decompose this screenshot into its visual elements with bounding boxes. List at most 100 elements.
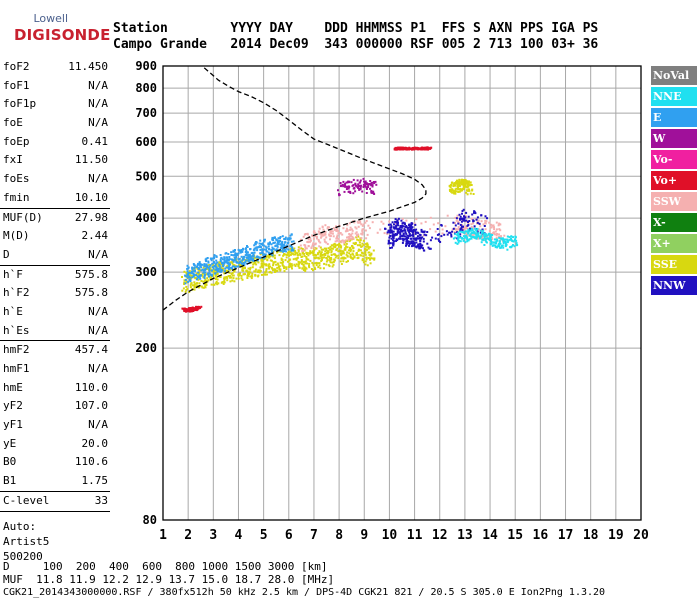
param-row: yE 20.0 bbox=[0, 435, 112, 454]
echo-point bbox=[354, 190, 357, 193]
echo-point bbox=[349, 226, 352, 229]
echo-point bbox=[352, 178, 355, 181]
echo-point bbox=[491, 234, 494, 236]
echo-point bbox=[366, 243, 369, 246]
echo-point bbox=[334, 246, 337, 249]
echo-point bbox=[417, 243, 420, 246]
echo-point bbox=[469, 183, 472, 186]
echo-point bbox=[287, 248, 290, 251]
logo-lowell: Lowell bbox=[33, 12, 68, 25]
echo-point bbox=[489, 234, 492, 237]
echo-point bbox=[399, 237, 402, 240]
echo-point bbox=[461, 217, 464, 220]
param-value: 0.41 bbox=[81, 134, 109, 148]
parameter-panel: foF2 11.450 foF1 N/A foF1p N/A foE N/A foEp 0.41 f… bbox=[0, 58, 112, 565]
echo-point bbox=[320, 248, 323, 251]
echo-point bbox=[307, 245, 310, 248]
echo-point bbox=[355, 235, 358, 238]
param-name: M(D) bbox=[3, 229, 30, 243]
echo-point bbox=[296, 257, 299, 260]
echo-point bbox=[231, 265, 234, 268]
echo-point bbox=[323, 238, 326, 241]
echo-point bbox=[230, 276, 233, 279]
echo-point bbox=[283, 243, 286, 246]
echo-point bbox=[308, 264, 310, 267]
echo-point bbox=[487, 233, 490, 236]
echo-point bbox=[239, 260, 242, 263]
echo-point bbox=[346, 187, 349, 190]
echo-point bbox=[473, 233, 476, 236]
echo-point bbox=[398, 147, 401, 150]
echo-point bbox=[211, 274, 213, 277]
echo-point bbox=[485, 220, 488, 223]
echo-point bbox=[359, 181, 362, 184]
echo-point bbox=[198, 282, 201, 285]
echo-point bbox=[369, 258, 371, 261]
echo-point bbox=[262, 244, 265, 247]
echo-point bbox=[183, 283, 186, 285]
echo-point bbox=[489, 236, 492, 239]
echo-point bbox=[515, 239, 518, 242]
echo-point bbox=[394, 146, 397, 149]
echo-point bbox=[205, 284, 208, 286]
echo-point bbox=[270, 271, 273, 274]
echo-point bbox=[320, 236, 322, 239]
echo-point bbox=[300, 259, 303, 262]
echo-point bbox=[265, 269, 268, 272]
param-name: hmF2 bbox=[3, 343, 30, 357]
echo-point bbox=[330, 254, 333, 256]
echo-point bbox=[205, 281, 208, 284]
echo-point bbox=[460, 220, 463, 223]
echo-point bbox=[284, 241, 287, 244]
echo-point bbox=[392, 243, 395, 246]
echo-point bbox=[321, 258, 323, 261]
echo-point bbox=[410, 224, 413, 227]
echo-point bbox=[183, 281, 186, 284]
echo-point bbox=[245, 252, 248, 255]
echo-point bbox=[373, 182, 376, 185]
echo-point bbox=[331, 261, 334, 264]
echo-point bbox=[463, 215, 465, 218]
echo-point bbox=[257, 274, 260, 277]
echo-point bbox=[344, 248, 347, 251]
echo-point bbox=[376, 231, 379, 234]
echo-point bbox=[187, 267, 190, 270]
echo-point bbox=[287, 238, 290, 240]
echo-point bbox=[475, 230, 478, 233]
echo-point bbox=[464, 234, 467, 237]
echo-point bbox=[191, 266, 194, 269]
echo-point bbox=[253, 251, 256, 254]
echo-point bbox=[318, 245, 321, 248]
echo-point bbox=[443, 233, 446, 236]
echo-point bbox=[391, 246, 393, 249]
echo-point bbox=[348, 237, 351, 240]
echo-point bbox=[466, 238, 469, 241]
echo-point bbox=[306, 241, 309, 243]
echo-point bbox=[364, 263, 367, 266]
echo-point bbox=[303, 233, 306, 236]
echo-point bbox=[498, 245, 501, 248]
echo-point bbox=[283, 253, 286, 255]
echo-point bbox=[211, 262, 214, 265]
echo-point bbox=[455, 190, 458, 193]
echo-point bbox=[424, 147, 427, 150]
echo-point bbox=[231, 279, 234, 282]
y-tick-label: 300 bbox=[135, 265, 157, 279]
echo-point bbox=[221, 264, 224, 267]
echo-point bbox=[197, 267, 200, 270]
echo-point bbox=[487, 237, 490, 240]
echo-point bbox=[482, 238, 485, 241]
echo-point bbox=[506, 248, 509, 251]
echo-point bbox=[317, 230, 320, 233]
echo-point bbox=[315, 264, 318, 267]
echo-point bbox=[314, 232, 317, 235]
echo-point bbox=[342, 180, 345, 183]
echo-point bbox=[422, 230, 425, 233]
echo-point bbox=[202, 271, 205, 274]
echo-point bbox=[240, 274, 243, 277]
echo-point bbox=[348, 247, 351, 249]
echo-point bbox=[195, 307, 198, 310]
echo-point bbox=[342, 257, 345, 260]
echo-point bbox=[184, 282, 187, 285]
echo-point bbox=[499, 237, 502, 240]
